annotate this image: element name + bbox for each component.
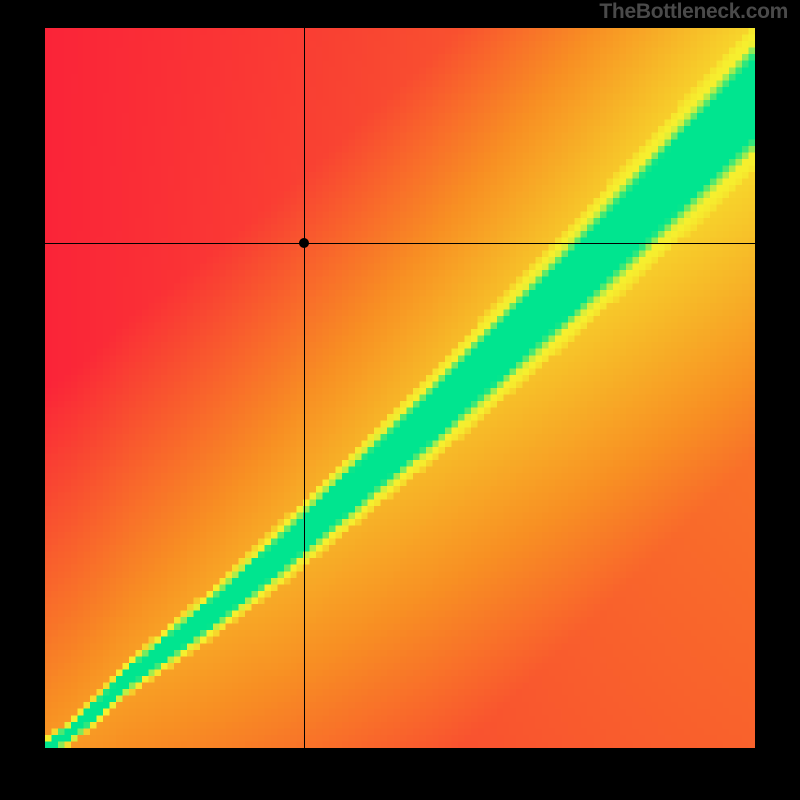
crosshair-horizontal <box>45 243 755 244</box>
crosshair-marker <box>299 238 309 248</box>
chart-container: TheBottleneck.com <box>0 0 800 800</box>
heatmap-plot <box>45 28 755 748</box>
crosshair-vertical <box>304 28 305 748</box>
heatmap-svg <box>45 28 755 748</box>
watermark-text: TheBottleneck.com <box>599 0 788 24</box>
